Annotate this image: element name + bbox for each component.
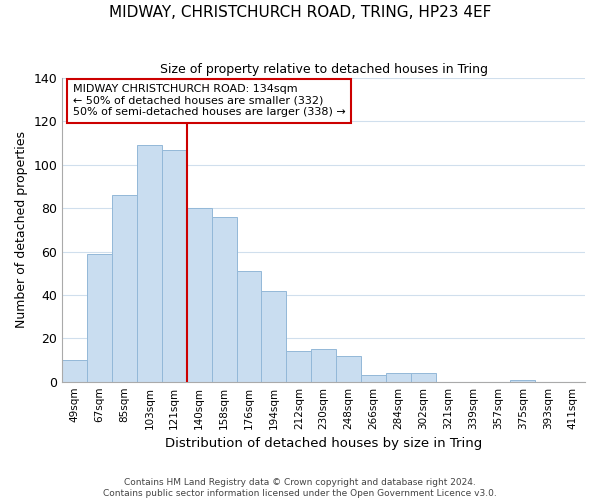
Bar <box>336 356 361 382</box>
Text: MIDWAY, CHRISTCHURCH ROAD, TRING, HP23 4EF: MIDWAY, CHRISTCHURCH ROAD, TRING, HP23 4… <box>109 5 491 20</box>
Bar <box>62 360 87 382</box>
Bar <box>511 380 535 382</box>
Bar <box>137 146 162 382</box>
X-axis label: Distribution of detached houses by size in Tring: Distribution of detached houses by size … <box>165 437 482 450</box>
Text: MIDWAY CHRISTCHURCH ROAD: 134sqm
← 50% of detached houses are smaller (332)
50% : MIDWAY CHRISTCHURCH ROAD: 134sqm ← 50% o… <box>73 84 346 117</box>
Bar <box>286 352 311 382</box>
Bar <box>311 349 336 382</box>
Bar <box>236 271 262 382</box>
Bar <box>212 217 236 382</box>
Bar <box>386 373 411 382</box>
Text: Contains HM Land Registry data © Crown copyright and database right 2024.
Contai: Contains HM Land Registry data © Crown c… <box>103 478 497 498</box>
Bar <box>411 373 436 382</box>
Bar <box>262 290 286 382</box>
Y-axis label: Number of detached properties: Number of detached properties <box>15 132 28 328</box>
Bar <box>187 208 212 382</box>
Bar <box>112 195 137 382</box>
Bar <box>162 150 187 382</box>
Title: Size of property relative to detached houses in Tring: Size of property relative to detached ho… <box>160 62 488 76</box>
Bar <box>87 254 112 382</box>
Bar <box>361 375 386 382</box>
